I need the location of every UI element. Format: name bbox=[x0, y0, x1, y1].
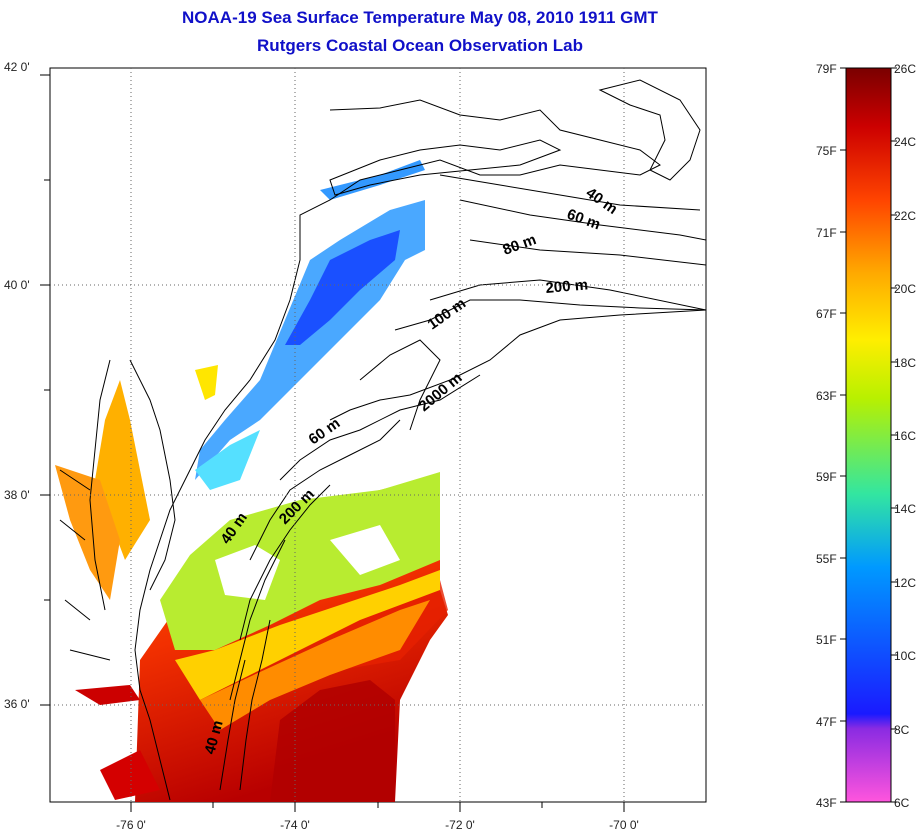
colorbar-c-label: 18C bbox=[894, 356, 917, 370]
cloud-gap bbox=[215, 545, 280, 600]
bay-coastline bbox=[59, 359, 176, 661]
colorbar-c-label: 12C bbox=[894, 576, 917, 590]
lat-label-38: 38 0' bbox=[4, 488, 30, 502]
cape-cod-outline bbox=[598, 79, 701, 181]
sst-orange-band bbox=[200, 600, 430, 730]
colorbar-f-label: 63F bbox=[816, 389, 837, 403]
map-subtitle: Rutgers Coastal Ocean Observation Lab bbox=[257, 36, 583, 55]
sst-sound-red bbox=[75, 685, 140, 705]
graticule bbox=[50, 68, 706, 802]
sst-bay-yellow bbox=[195, 365, 218, 400]
colorbar-f-label: 43F bbox=[816, 796, 837, 810]
colorbar-f-label: 51F bbox=[816, 633, 837, 647]
colorbar-f-label: 67F bbox=[816, 307, 837, 321]
colorbar-f-label: 71F bbox=[816, 226, 837, 240]
colorbar-c-label: 24C bbox=[894, 135, 917, 149]
depth-label: 200 m bbox=[545, 276, 589, 297]
sst-very-hot-core bbox=[270, 680, 395, 802]
colorbar-c-label: 14C bbox=[894, 502, 917, 516]
sst-bay-west bbox=[55, 465, 120, 600]
colorbar-f-label: 59F bbox=[816, 470, 837, 484]
colorbar-f-label: 47F bbox=[816, 715, 837, 729]
lon-label-70: -70 0' bbox=[609, 818, 639, 832]
lat-label-42: 42 0' bbox=[4, 60, 30, 74]
map-title: NOAA-19 Sea Surface Temperature May 08, … bbox=[182, 8, 658, 27]
colorbar-f-label: 55F bbox=[816, 552, 837, 566]
sst-field bbox=[55, 160, 448, 802]
cloud-gap bbox=[300, 400, 345, 455]
sst-sound-red-south bbox=[100, 750, 160, 800]
lon-label-76: -76 0' bbox=[116, 818, 146, 832]
colorbar-ticks bbox=[840, 67, 897, 803]
lat-label-40: 40 0' bbox=[4, 278, 30, 292]
sst-cyan-patch bbox=[195, 430, 260, 490]
colorbar-c-label: 26C bbox=[894, 62, 917, 76]
bathymetry-contours bbox=[219, 174, 706, 791]
cloud-gap bbox=[330, 525, 400, 575]
colorbar-c-label: 22C bbox=[894, 209, 917, 223]
colorbar-c-label: 10C bbox=[894, 649, 917, 663]
colorbar bbox=[845, 67, 892, 803]
sst-yellow-band bbox=[175, 570, 440, 700]
axis-ticks bbox=[40, 74, 625, 812]
lon-label-74: -74 0' bbox=[280, 818, 310, 832]
colorbar-f-label: 75F bbox=[816, 144, 837, 158]
colorbar-c-label: 20C bbox=[894, 282, 917, 296]
colorbar-c-label: 16C bbox=[894, 429, 917, 443]
coastline bbox=[134, 99, 661, 801]
long-island-outline bbox=[329, 139, 562, 196]
colorbar-c-label: 6C bbox=[894, 796, 910, 810]
sst-mild-band bbox=[160, 472, 440, 650]
lat-label-36: 36 0' bbox=[4, 697, 30, 711]
colorbar-c-label: 8C bbox=[894, 723, 910, 737]
colorbar-f-label: 79F bbox=[816, 62, 837, 76]
lon-label-72: -72 0' bbox=[445, 818, 475, 832]
sst-cold-core bbox=[285, 230, 400, 345]
